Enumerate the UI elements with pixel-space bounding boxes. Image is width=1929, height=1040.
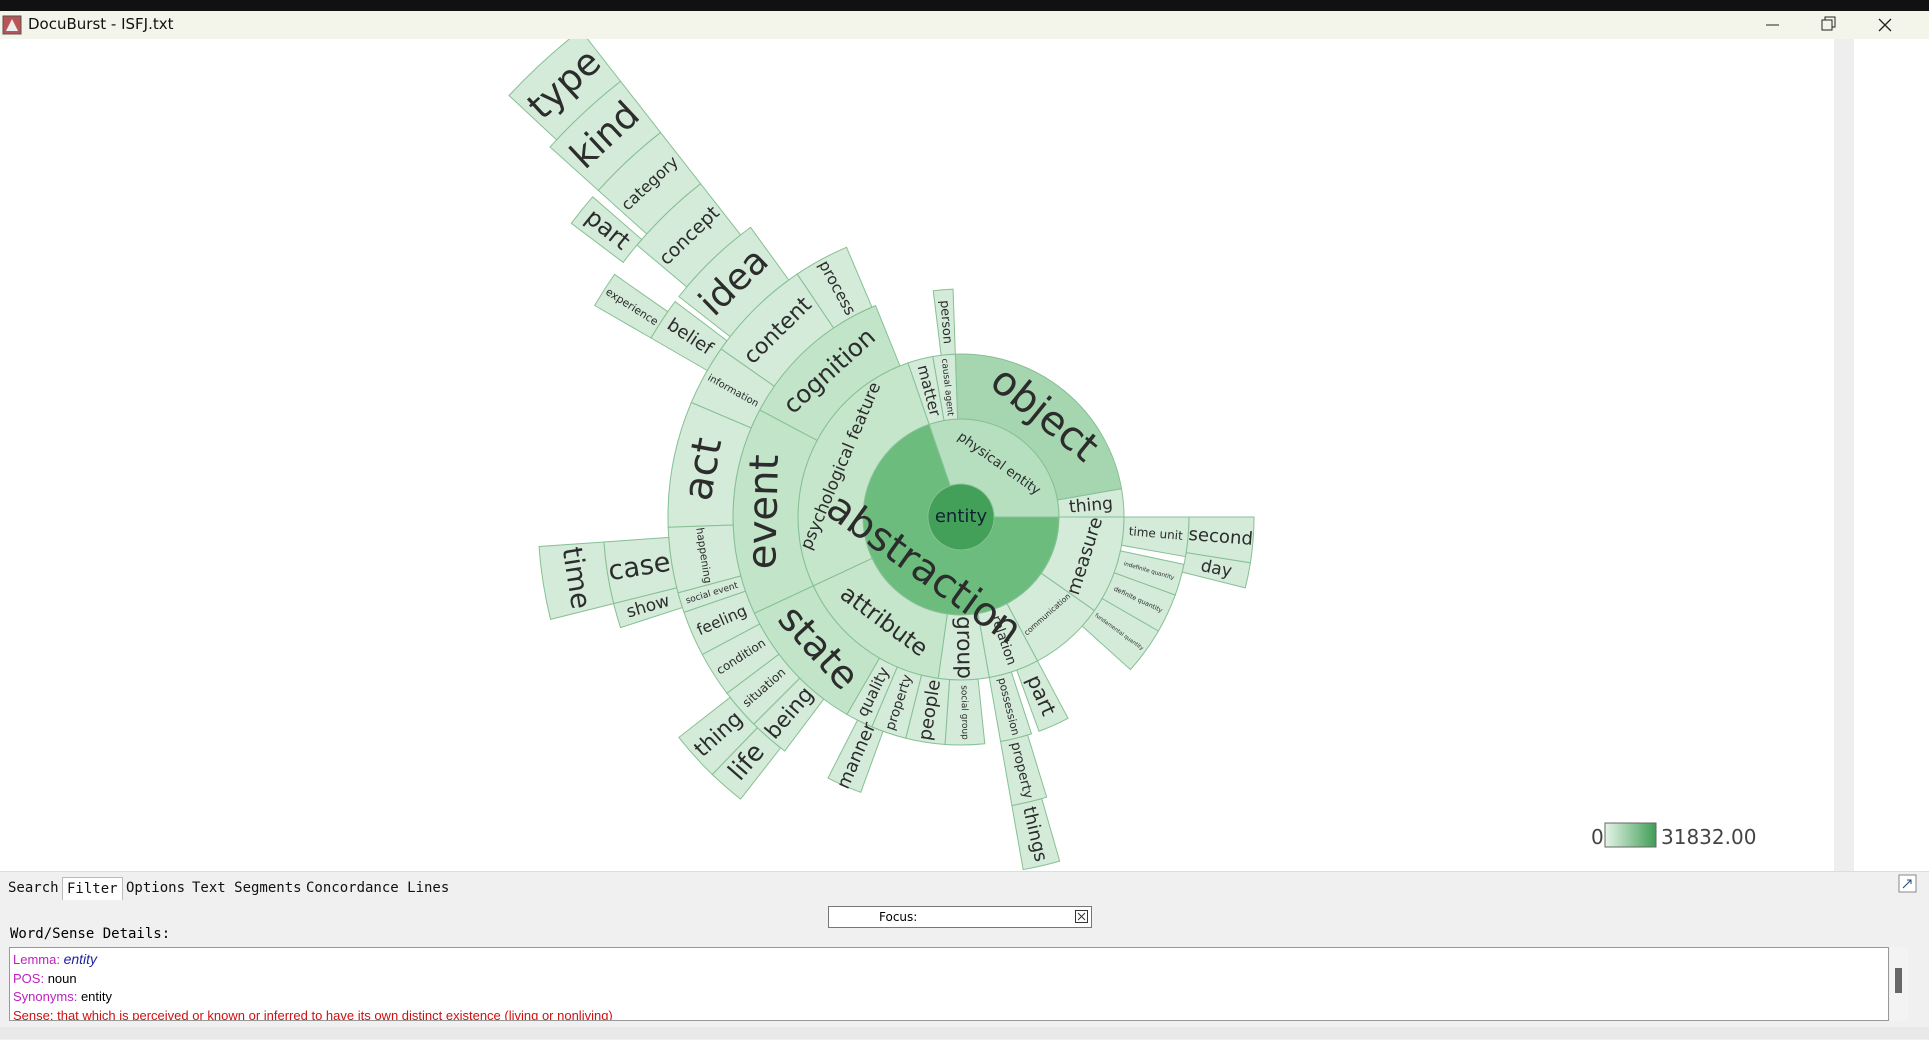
node-wedge[interactable]: [1016, 660, 1069, 732]
detail-row: POS: noun: [13, 970, 1885, 989]
node-wedge[interactable]: [1113, 550, 1185, 596]
app-icon: [2, 15, 22, 35]
node-label: act: [674, 434, 732, 504]
tab[interactable]: Text Segments: [192, 880, 302, 896]
title-bar: [0, 11, 1929, 39]
node-label: time unit: [1128, 524, 1183, 543]
node-label: event: [738, 454, 788, 570]
node-wedge[interactable]: [1056, 488, 1125, 518]
node-label: group: [951, 616, 977, 679]
detail-row: Sense: that which is perceived or known …: [13, 1007, 1885, 1021]
legend-max: 31832.00: [1661, 825, 1757, 849]
details-box: Lemma: entity POS: noun Synonyms: entity Se…: [9, 947, 1889, 1021]
node-wedge[interactable]: [711, 727, 782, 800]
node-label: person: [936, 300, 954, 345]
node-wedge[interactable]: [593, 273, 669, 339]
tab[interactable]: Options: [126, 880, 186, 896]
node-wedge[interactable]: [508, 39, 622, 141]
detail-row: Synonyms: entity: [13, 988, 1885, 1007]
node-wedge[interactable]: [1181, 552, 1251, 589]
node-wedge[interactable]: [932, 288, 956, 356]
detail-key: Synonyms:: [13, 989, 78, 1004]
tab[interactable]: Concordance Lines: [306, 880, 450, 896]
scrollbar[interactable]: [1834, 39, 1854, 871]
status-bar: [0, 1027, 1929, 1039]
detail-row: Lemma: entity: [13, 950, 1885, 970]
node-wedge[interactable]: [944, 678, 986, 746]
focus-field[interactable]: Focus:: [828, 906, 1092, 928]
detail-value: entity: [63, 951, 98, 967]
detail-value: noun: [47, 970, 77, 986]
detail-key: POS:: [13, 970, 45, 986]
details-scrollbar[interactable]: [1890, 947, 1908, 1021]
node-label: social group: [958, 685, 969, 740]
node-label: thing: [1068, 494, 1114, 518]
clear-focus[interactable]: [1075, 910, 1088, 923]
detach-button[interactable]: [1898, 874, 1918, 894]
tab[interactable]: Search: [8, 880, 59, 896]
tab[interactable]: Filter: [62, 877, 123, 900]
node-wedge[interactable]: [570, 196, 643, 264]
node-label: second: [1188, 524, 1254, 550]
node-wedge[interactable]: [538, 541, 615, 620]
details-header: Word/Sense Details:: [10, 926, 171, 942]
wedges: [508, 39, 1255, 871]
legend-min: 0: [1591, 825, 1604, 849]
window-title: DocuBurst - ISFJ.txt: [28, 15, 174, 33]
node-wedge[interactable]: [1011, 798, 1061, 871]
node-wedge[interactable]: [1185, 516, 1255, 564]
node-label: entity: [935, 506, 988, 527]
detail-key: Sense:: [13, 1007, 54, 1021]
detail-key: Lemma:: [13, 952, 60, 967]
legend-scale: [1604, 822, 1657, 848]
node-wedge[interactable]: [827, 719, 884, 793]
legend-gradient: [1604, 822, 1657, 848]
detail-value: that which is perceived or known or infe…: [57, 1007, 613, 1021]
detail-value: entity: [80, 989, 113, 1004]
window-controls[interactable]: [1755, 11, 1925, 39]
screen-edge: [0, 0, 1929, 11]
node-wedge[interactable]: [613, 587, 683, 629]
focus-label: Focus:: [879, 910, 918, 924]
